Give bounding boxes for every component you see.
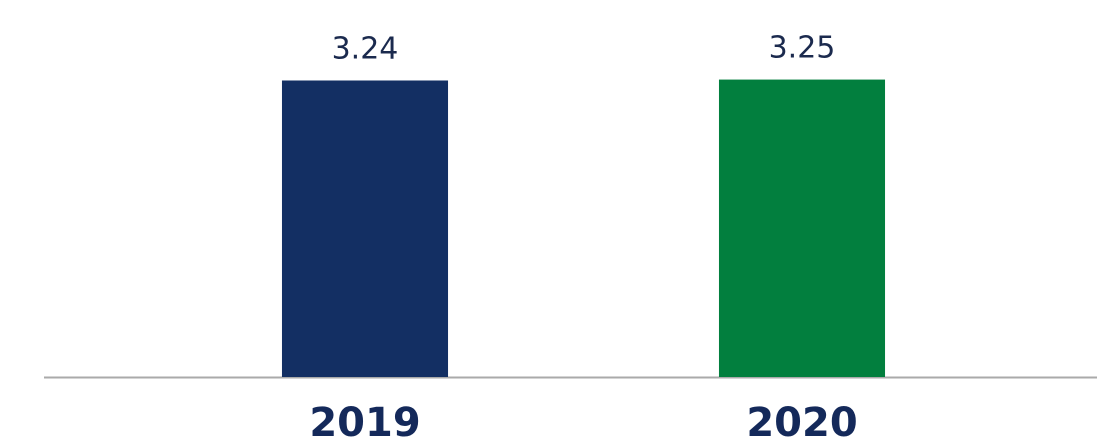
value-label: 3.25: [769, 31, 836, 66]
value-label: 3.24: [332, 31, 399, 66]
x-tick-label: 2020: [746, 400, 857, 442]
x-tick-label: 2019: [309, 400, 420, 442]
bar: [281, 80, 449, 377]
bar: [718, 79, 886, 378]
